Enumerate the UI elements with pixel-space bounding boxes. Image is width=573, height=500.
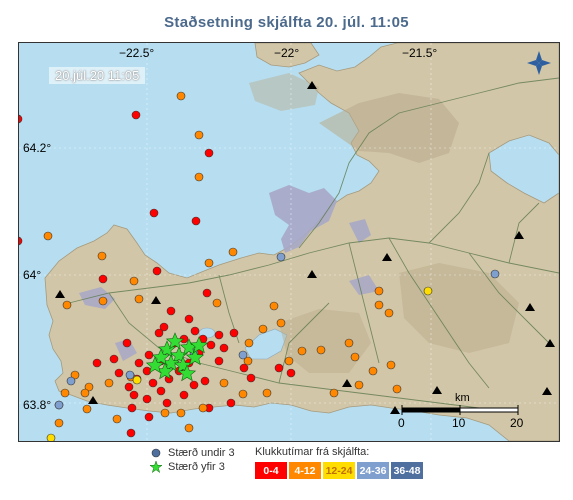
timestamp-overlay: 20.júl.20 11:05 [49, 67, 146, 84]
lava-field [349, 219, 371, 243]
scale-tick: 0 [398, 416, 405, 430]
highland [279, 309, 371, 373]
longitude-label: −22.5° [119, 46, 154, 60]
latitude-label: 63.8° [23, 398, 51, 412]
star-icon [150, 461, 162, 473]
longitude-label: −22° [274, 46, 299, 60]
scale-tick: 20 [510, 416, 524, 430]
latitude-label: 64° [23, 268, 41, 282]
quake-markers-4-12h[interactable] [43, 91, 402, 433]
scale-tick: 10 [452, 416, 466, 430]
legend-magnitude: Stærð undir 3 Stærð yfir 3 [150, 446, 235, 474]
highland [249, 73, 319, 111]
latitude-label: 64.2° [23, 141, 51, 155]
lake-large [244, 328, 288, 360]
quake-markers-12-24h[interactable] [46, 286, 433, 441]
bay [488, 134, 559, 204]
legend-age-title: Klukkutímar frá skjálfta: [255, 446, 370, 458]
map-title: Staðsetning skjálfta 20. júl. 11:05 [164, 14, 409, 31]
legend-age-swatch: 12-24 [323, 462, 355, 479]
small-quake-icon [150, 448, 162, 458]
longitude-label: −21.5° [402, 46, 437, 60]
scale-bar: km 0 10 20 [398, 392, 524, 430]
highland [399, 263, 519, 353]
map-canvas: −22.5° −22° −21.5° 64.2° 64° 63.8° km 0 … [19, 43, 559, 441]
volcano-markers [55, 81, 555, 414]
compass-icon [527, 51, 551, 75]
legend-age-swatch: 0-4 [255, 462, 287, 479]
legend-age-swatch: 4-12 [289, 462, 321, 479]
legend-above-3: Stærð yfir 3 [168, 461, 225, 473]
lava-field [115, 339, 137, 361]
lava-field [269, 185, 337, 253]
legend-age: Klukkutímar frá skjálfta: 0-4 4-12 12-24 24… [255, 446, 425, 479]
land-north-peninsula [254, 43, 320, 68]
quake-markers-0-4h[interactable] [19, 110, 296, 438]
highland [319, 93, 459, 163]
scale-unit: km [455, 392, 470, 404]
legend-age-swatch: 36-48 [391, 462, 423, 479]
legend-age-swatch: 24-36 [357, 462, 389, 479]
quake-markers-large[interactable] [145, 332, 209, 382]
legend-below-3: Stærð undir 3 [168, 447, 235, 459]
lava-field [349, 275, 379, 295]
earthquake-map[interactable]: −22.5° −22° −21.5° 64.2° 64° 63.8° km 0 … [18, 42, 560, 442]
